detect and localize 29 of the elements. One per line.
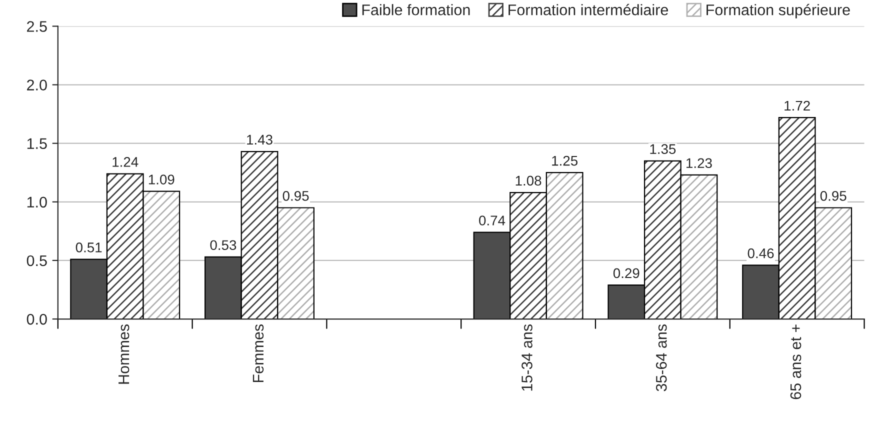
legend-label: Formation supérieure [706, 4, 850, 18]
data-label: 1.24 [112, 157, 138, 167]
data-label: 1.09 [148, 174, 174, 184]
x-tick-label: 15-34 ans [522, 324, 532, 391]
data-label: 1.43 [247, 134, 272, 145]
data-label: 1.35 [650, 144, 676, 154]
legend-label: Formation intermédiaire [508, 4, 668, 16]
data-label: 0.53 [210, 240, 236, 250]
data-label: 0.46 [748, 248, 774, 258]
y-tick-label: 0.5 [26, 255, 47, 266]
x-tick-label: 35-64 ans [656, 324, 667, 392]
data-label: 0.95 [820, 191, 846, 201]
data-label: 1.72 [784, 100, 810, 111]
x-tick-label: Hommes [118, 324, 130, 384]
y-tick-label: 1.0 [27, 196, 47, 208]
y-tick-label: 1.5 [27, 138, 47, 150]
x-tick-label: 65 ans et + [790, 324, 802, 400]
data-label: 0.51 [76, 242, 102, 252]
data-label: 1.25 [552, 156, 578, 166]
x-tick-label: Femmes [252, 324, 264, 382]
y-tick-label: 2.5 [27, 21, 47, 32]
legend-label: Faible formation [362, 4, 470, 16]
y-tick-label: 2.0 [27, 80, 47, 90]
data-label: 0.74 [479, 216, 506, 226]
data-label: 0.29 [613, 268, 640, 278]
data-label: 1.08 [516, 176, 542, 186]
y-tick-label: 0.0 [26, 314, 47, 325]
data-label: 1.23 [686, 158, 712, 168]
data-label: 0.95 [282, 191, 309, 201]
